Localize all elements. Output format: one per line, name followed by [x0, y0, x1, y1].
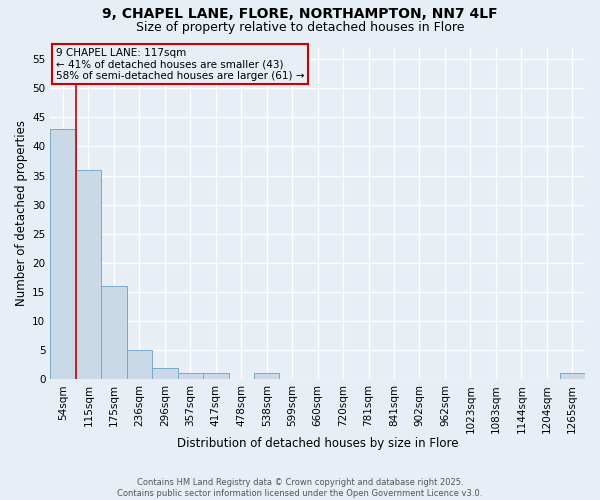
Bar	[101, 286, 127, 379]
Bar	[203, 374, 229, 379]
Bar	[560, 374, 585, 379]
Bar	[254, 374, 280, 379]
Text: Size of property relative to detached houses in Flore: Size of property relative to detached ho…	[136, 21, 464, 34]
Text: 9, CHAPEL LANE, FLORE, NORTHAMPTON, NN7 4LF: 9, CHAPEL LANE, FLORE, NORTHAMPTON, NN7 …	[102, 8, 498, 22]
Bar	[152, 368, 178, 379]
Bar	[50, 129, 76, 379]
X-axis label: Distribution of detached houses by size in Flore: Distribution of detached houses by size …	[177, 437, 458, 450]
Bar	[178, 374, 203, 379]
Bar	[127, 350, 152, 379]
Text: 9 CHAPEL LANE: 117sqm
← 41% of detached houses are smaller (43)
58% of semi-deta: 9 CHAPEL LANE: 117sqm ← 41% of detached …	[56, 48, 304, 80]
Text: Contains HM Land Registry data © Crown copyright and database right 2025.
Contai: Contains HM Land Registry data © Crown c…	[118, 478, 482, 498]
Y-axis label: Number of detached properties: Number of detached properties	[15, 120, 28, 306]
Bar	[76, 170, 101, 379]
